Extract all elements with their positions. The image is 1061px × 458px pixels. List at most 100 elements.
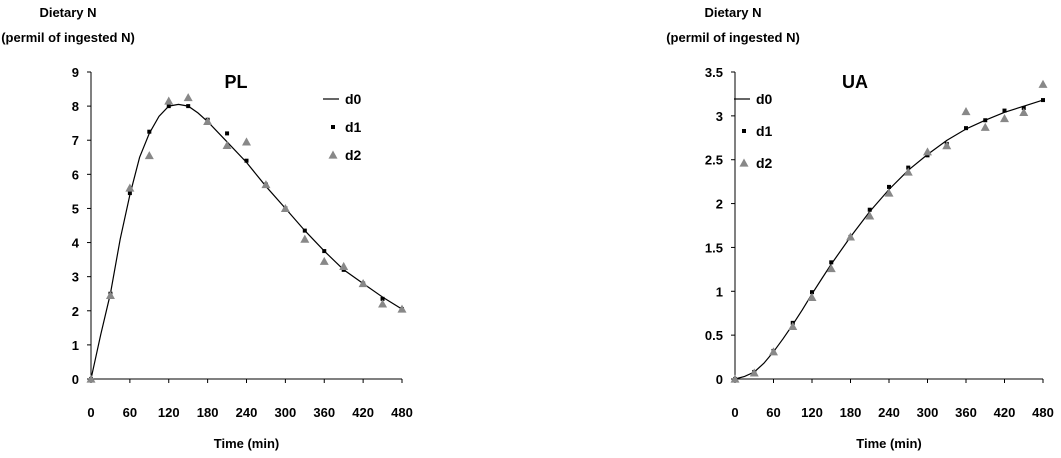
- data-point-d1: [166, 104, 171, 109]
- series-line-d0: [734, 99, 1044, 380]
- x-tick-label: 120: [158, 405, 180, 420]
- legend-label-d2: d2: [756, 155, 773, 171]
- x-tick-label: 240: [236, 405, 258, 420]
- y-tick-label: 0.5: [705, 328, 723, 343]
- data-point-d2: [164, 96, 174, 105]
- y-tick-label: 5: [72, 201, 79, 216]
- x-axis-label: Time (min): [856, 436, 922, 451]
- data-point-d1: [829, 260, 834, 265]
- legend-label-d0: d0: [345, 91, 362, 107]
- legend-marker-d2: [328, 150, 338, 159]
- x-tick-label: 60: [123, 405, 137, 420]
- data-point-d2: [1019, 107, 1029, 116]
- legend-label-d2: d2: [345, 147, 362, 163]
- y-tick-label: 2: [716, 197, 723, 212]
- x-tick-label: 480: [1032, 405, 1054, 420]
- data-point-d2: [203, 116, 213, 126]
- data-point-d2: [846, 232, 855, 241]
- y-tick-label: 1: [716, 284, 723, 299]
- data-point-d1: [302, 228, 307, 233]
- data-point-d2: [86, 374, 96, 383]
- data-point-d1: [964, 126, 968, 131]
- data-point-d2: [1000, 113, 1009, 123]
- data-point-d1: [1041, 98, 1045, 103]
- chart-panel-pl: Dietary N (permil of ingested N) 0 1 2 3 4 5 6 7 8…: [1, 5, 413, 451]
- data-point-d2: [884, 188, 894, 197]
- data-point-d2: [358, 278, 368, 288]
- y-tick-label: 4: [72, 236, 80, 251]
- data-point-d1: [127, 191, 132, 196]
- data-point-d1: [1002, 108, 1007, 113]
- data-point-d2: [903, 167, 913, 176]
- data-point-d2: [319, 256, 329, 265]
- data-point-d2: [788, 321, 798, 330]
- legend-marker-d1: [742, 129, 746, 133]
- y-tick-label: 3: [716, 109, 723, 124]
- data-point-d2: [339, 261, 349, 271]
- data-point-d2: [769, 347, 778, 356]
- y-tick-label: 3: [72, 270, 79, 285]
- data-point-d2: [730, 374, 740, 383]
- x-tick-label: 300: [275, 405, 297, 420]
- y-axis-label-line-2: (permil of ingested N): [666, 30, 800, 45]
- y-tick-label: 3.5: [705, 65, 723, 80]
- y-tick-label: 1.5: [705, 240, 723, 255]
- data-point-d2: [1038, 79, 1048, 88]
- x-tick-label: 480: [391, 405, 413, 420]
- y-tick-label: 6: [72, 167, 79, 182]
- legend-marker-d2: [739, 158, 749, 167]
- legend-label-d1: d1: [345, 119, 362, 135]
- x-tick-label: 420: [352, 405, 374, 420]
- y-axis-label-line-2: (permil of ingested N): [1, 30, 135, 45]
- data-point-d1: [810, 290, 814, 295]
- y-tick-label: 0: [716, 372, 723, 387]
- legend-marker-d1: [331, 125, 335, 129]
- x-tick-label: 180: [197, 405, 219, 420]
- x-tick-label: 360: [955, 405, 977, 420]
- chart-title: PL: [224, 72, 247, 92]
- data-point-d2: [749, 368, 759, 377]
- data-point-d2: [300, 234, 310, 243]
- data-point-d2: [144, 151, 154, 160]
- legend-label-d0: d0: [756, 91, 773, 107]
- y-tick-label: 2.5: [705, 153, 723, 168]
- data-point-d2: [807, 292, 817, 302]
- x-tick-label: 360: [313, 405, 335, 420]
- x-tick-label: 420: [994, 405, 1016, 420]
- data-point-d2: [923, 147, 932, 156]
- x-tick-label: 60: [766, 405, 780, 420]
- x-tick-label: 300: [917, 405, 939, 420]
- data-point-d2: [125, 183, 135, 192]
- series-line-d0: [90, 103, 403, 380]
- data-point-d2: [378, 299, 388, 308]
- x-tick-label: 180: [840, 405, 862, 420]
- chart-title: UA: [842, 72, 868, 92]
- data-point-d2: [961, 106, 971, 116]
- data-point-d1: [983, 118, 988, 123]
- data-point-d2: [865, 211, 875, 220]
- data-point-d2: [942, 141, 952, 150]
- y-axis-label-line-1: Dietary N: [704, 5, 761, 20]
- legend-label-d1: d1: [756, 123, 773, 139]
- y-tick-label: 8: [72, 99, 79, 114]
- x-tick-label: 0: [87, 405, 94, 420]
- data-point-d1: [225, 131, 230, 136]
- data-point-d1: [887, 184, 891, 189]
- y-tick-label: 9: [72, 65, 79, 80]
- data-point-d1: [147, 129, 152, 134]
- x-axis-label: Time (min): [214, 436, 280, 451]
- chart-panel-ua: Dietary N (permil of ingested N) 0 0.5 1 1.5 2…: [666, 5, 1054, 451]
- data-point-d2: [826, 263, 836, 273]
- data-point-d2: [242, 137, 251, 146]
- data-point-d2: [397, 304, 407, 313]
- data-point-d1: [380, 296, 385, 301]
- data-point-d2: [980, 122, 990, 131]
- data-point-d1: [244, 158, 249, 163]
- y-tick-label: 1: [72, 338, 79, 353]
- y-tick-label: 2: [72, 304, 79, 319]
- data-point-d2: [222, 140, 232, 149]
- x-tick-label: 240: [878, 405, 900, 420]
- data-point-d2: [105, 290, 115, 300]
- y-tick-label: 0: [72, 372, 79, 387]
